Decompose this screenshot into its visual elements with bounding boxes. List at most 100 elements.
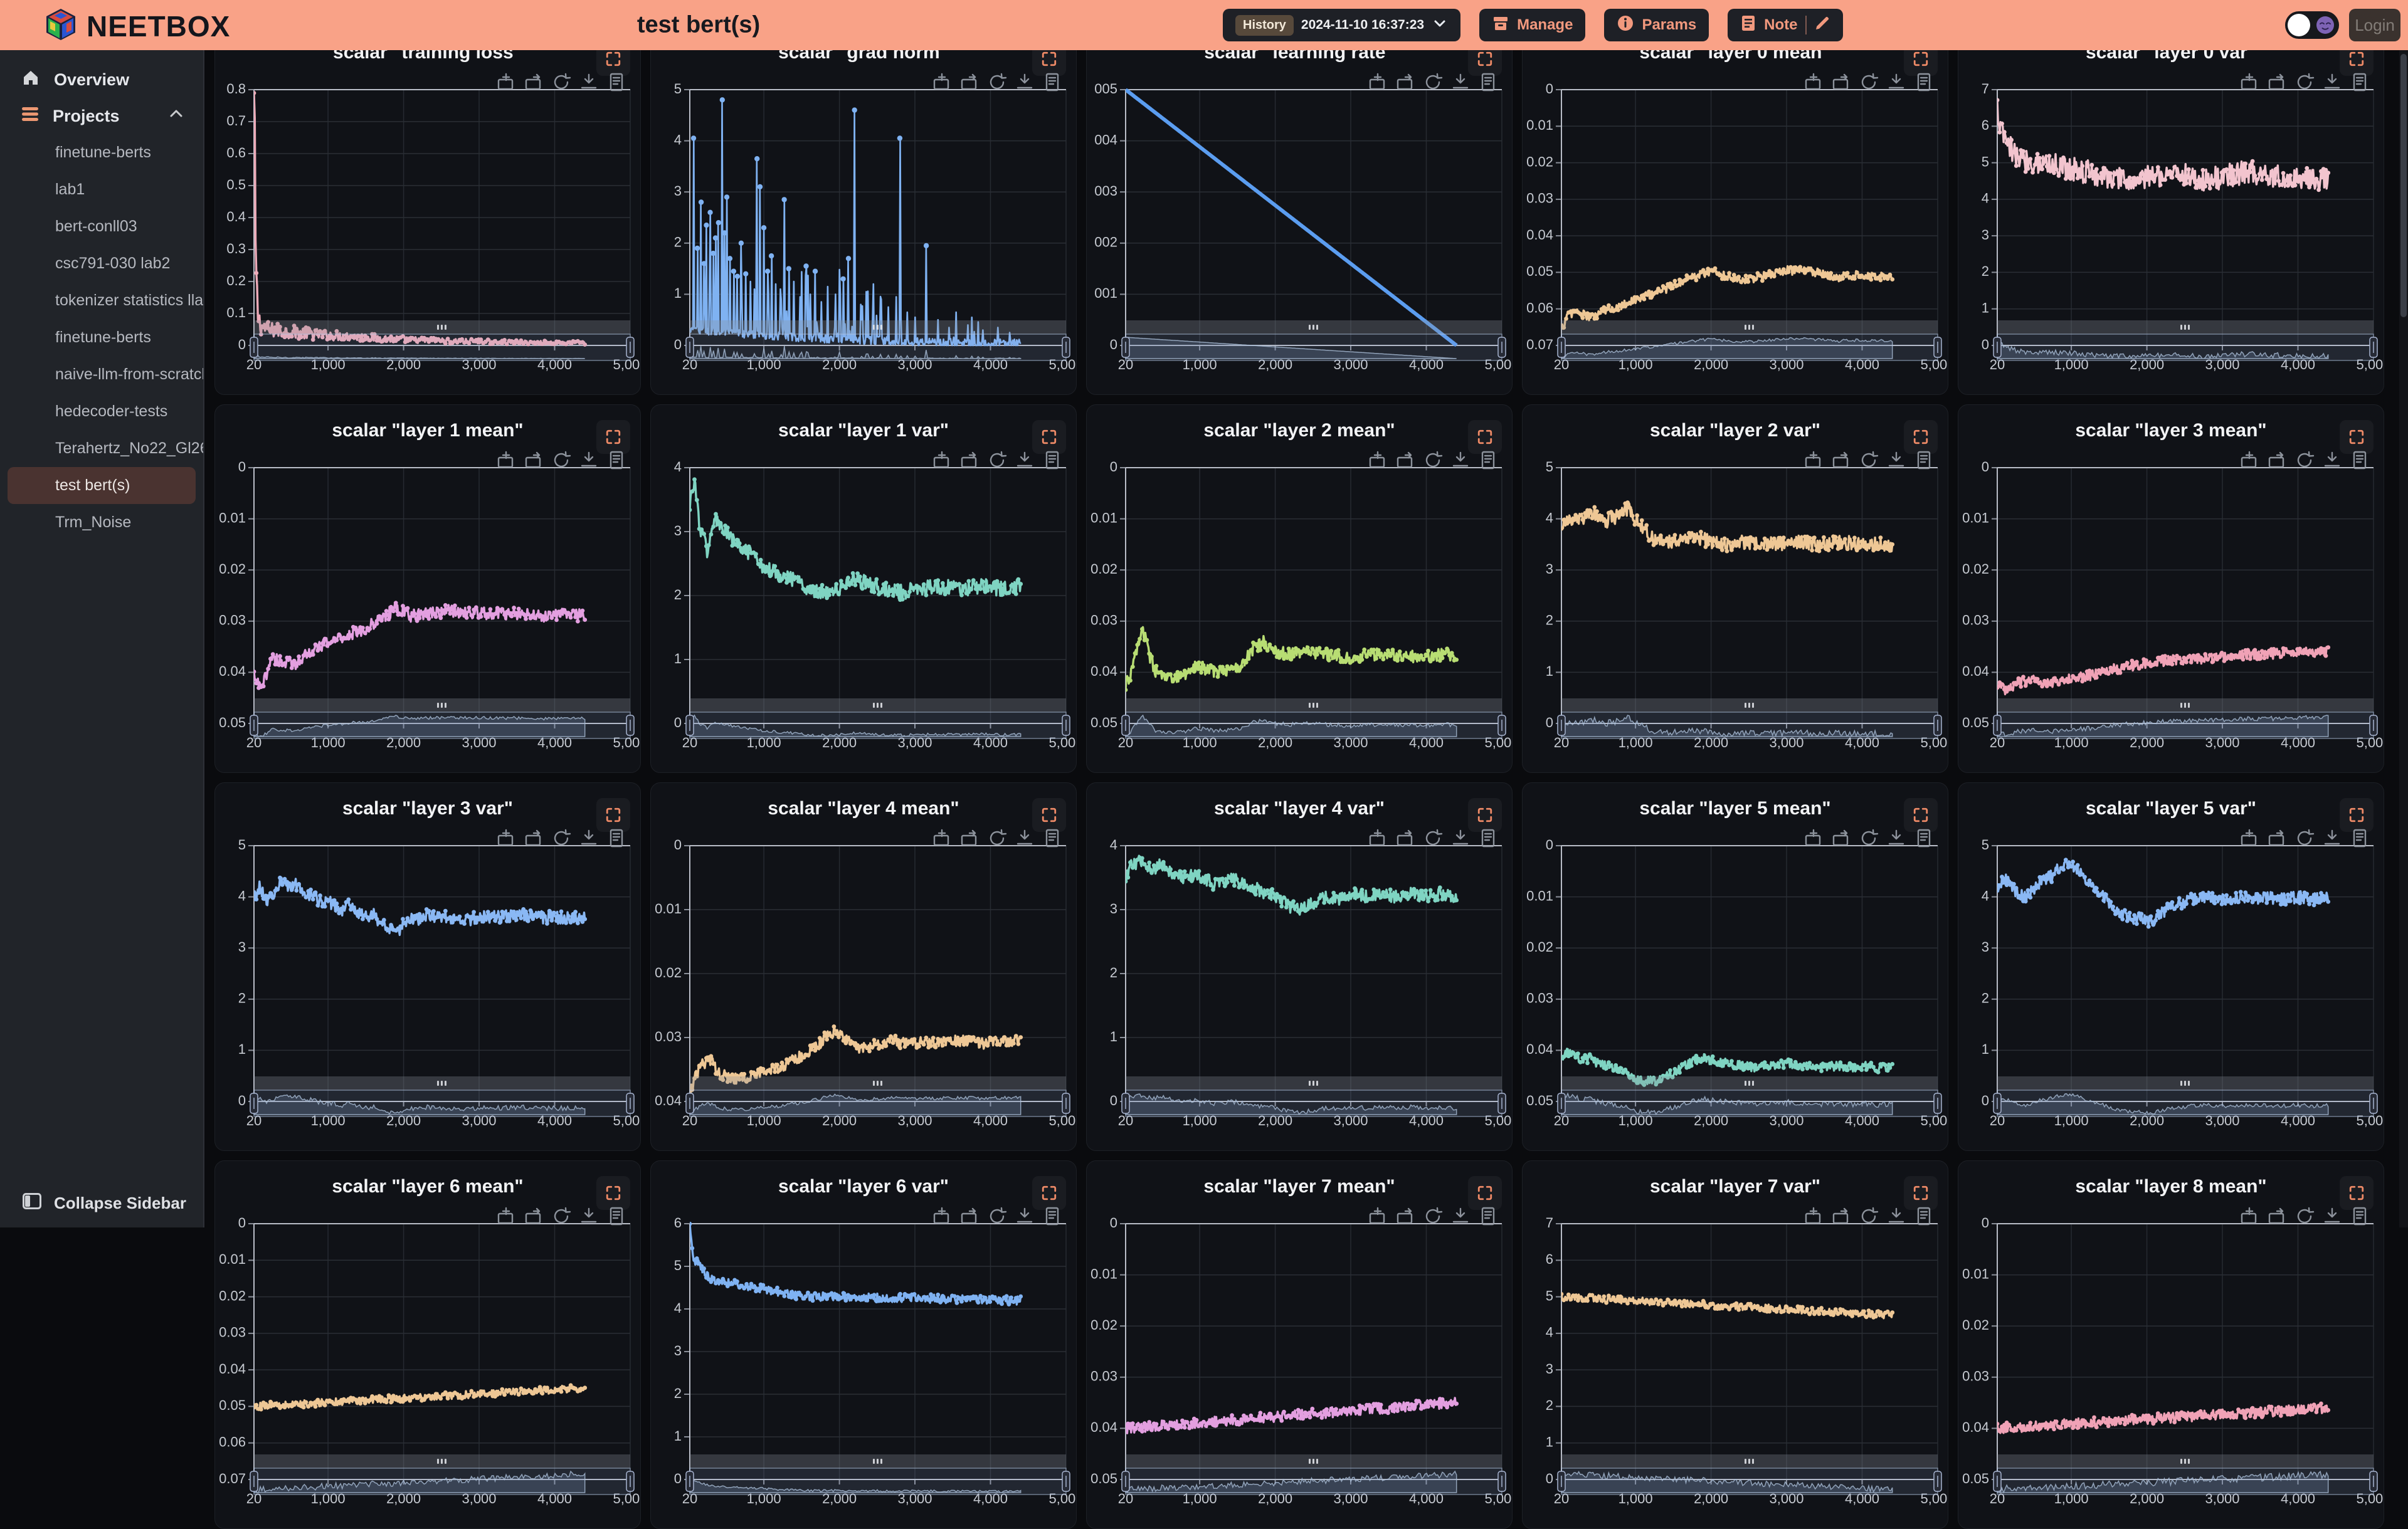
datazoom-handle[interactable] [1933,337,1942,358]
zoom-select-icon[interactable] [933,1207,949,1224]
zoom-reset-icon[interactable] [961,451,977,468]
expand-chart-button[interactable] [1032,798,1066,832]
data-view-icon[interactable] [2353,1207,2367,1226]
sidebar-project-item[interactable]: lab1 [55,181,85,198]
restore-icon[interactable] [1425,1207,1443,1224]
sidebar-project-item[interactable]: tokenizer statistics llama… [55,292,203,309]
app-logo[interactable]: NEETBOX [44,8,230,45]
datazoom-handle[interactable] [250,715,258,736]
chart-plot[interactable]: 201,0002,0003,0004,0005,0000.80.70.60.50… [215,27,641,395]
datazoom-handle[interactable] [1933,715,1942,736]
save-image-icon[interactable] [581,829,597,845]
restore-icon[interactable] [554,1207,571,1224]
zoom-reset-icon[interactable] [1397,1207,1413,1224]
expand-chart-button[interactable] [1904,420,1938,454]
restore-icon[interactable] [990,451,1007,468]
zoom-reset-icon[interactable] [2268,1207,2284,1224]
datazoom-handle[interactable] [1062,1093,1070,1114]
manage-button[interactable]: Manage [1479,9,1586,41]
data-view-icon[interactable] [1481,1207,1495,1226]
data-view-icon[interactable] [610,1207,623,1226]
save-image-icon[interactable] [2324,451,2340,467]
data-view-icon[interactable] [1045,1207,1059,1226]
restore-icon[interactable] [2297,451,2315,468]
datazoom-handle[interactable] [1993,1093,2002,1114]
data-view-icon[interactable] [2353,73,2367,92]
restore-icon[interactable] [1425,73,1443,90]
zoom-select-icon[interactable] [2241,73,2257,90]
zoom-select-icon[interactable] [1369,451,1385,468]
zoom-select-icon[interactable] [1805,829,1821,846]
expand-chart-button[interactable] [1032,1176,1066,1210]
data-view-icon[interactable] [1481,451,1495,470]
sidebar-project-item[interactable]: finetune-berts [55,144,151,161]
datazoom-handle[interactable] [1121,337,1130,358]
chart-plot[interactable]: 201,0002,0003,0004,0005,00000.010.020.03… [1958,405,2384,773]
datazoom-handle[interactable] [1993,715,2002,736]
datazoom-handle[interactable] [1497,337,1506,358]
zoom-reset-icon[interactable] [1832,73,1849,90]
sidebar-project-item[interactable]: finetune-berts [55,328,151,346]
main-scrollbar-thumb[interactable] [2400,54,2407,317]
datazoom-handle[interactable] [1121,1471,1130,1492]
zoom-select-icon[interactable] [1369,1207,1385,1224]
sidebar-project-item[interactable]: Trm_Noise [55,513,132,531]
datazoom-band[interactable] [1997,1090,2374,1117]
zoom-reset-icon[interactable] [961,829,977,846]
datazoom-handle[interactable] [250,337,258,358]
zoom-reset-icon[interactable] [1397,829,1413,846]
zoom-reset-icon[interactable] [2268,829,2284,846]
datazoom-handle[interactable] [626,1471,635,1492]
zoom-select-icon[interactable] [1805,1207,1821,1224]
restore-icon[interactable] [554,829,571,846]
restore-icon[interactable] [2297,73,2315,90]
datazoom-handle[interactable] [250,1471,258,1492]
datazoom-handle[interactable] [1933,1471,1942,1492]
datazoom-handle[interactable] [1062,715,1070,736]
datazoom-handle[interactable] [1993,337,2002,358]
save-image-icon[interactable] [581,1207,597,1223]
zoom-select-icon[interactable] [2241,1207,2257,1224]
expand-chart-button[interactable] [1032,420,1066,454]
save-image-icon[interactable] [2324,1207,2340,1223]
datazoom-handle[interactable] [1121,715,1130,736]
datazoom-handle[interactable] [626,715,635,736]
data-view-icon[interactable] [1481,73,1495,92]
zoom-reset-icon[interactable] [1832,829,1849,846]
collapse-sidebar-button[interactable]: Collapse Sidebar [0,1193,204,1214]
datazoom-band[interactable] [1561,712,1938,739]
datazoom-handle[interactable] [1497,1093,1506,1114]
zoom-select-icon[interactable] [933,451,949,468]
datazoom-handle[interactable] [2369,337,2378,358]
sidebar-project-item[interactable]: naive-llm-from-scratch [55,365,203,383]
chart-plot[interactable]: 201,0002,0003,0004,0005,0000050040030020… [1087,27,1513,395]
datazoom-handle[interactable] [1497,715,1506,736]
datazoom-handle[interactable] [2369,1471,2378,1492]
zoom-reset-icon[interactable] [2268,73,2284,90]
datazoom-handle[interactable] [1557,1471,1566,1492]
expand-chart-button[interactable] [596,420,630,454]
zoom-select-icon[interactable] [1805,451,1821,468]
restore-icon[interactable] [1861,1207,1879,1224]
datazoom-handle[interactable] [685,1471,694,1492]
sidebar-project-item[interactable]: test bert(s) [8,467,196,504]
zoom-reset-icon[interactable] [1832,1207,1849,1224]
datazoom-handle[interactable] [685,715,694,736]
data-view-icon[interactable] [610,73,623,92]
save-image-icon[interactable] [581,451,597,467]
zoom-reset-icon[interactable] [961,73,977,90]
save-image-icon[interactable] [2324,829,2340,845]
restore-icon[interactable] [1861,73,1879,90]
datazoom-handle[interactable] [1062,1471,1070,1492]
save-image-icon[interactable] [1888,73,1904,89]
datazoom-band[interactable] [1125,334,1502,361]
datazoom-handle[interactable] [250,1093,258,1114]
restore-icon[interactable] [990,829,1007,846]
data-view-icon[interactable] [1917,73,1931,92]
